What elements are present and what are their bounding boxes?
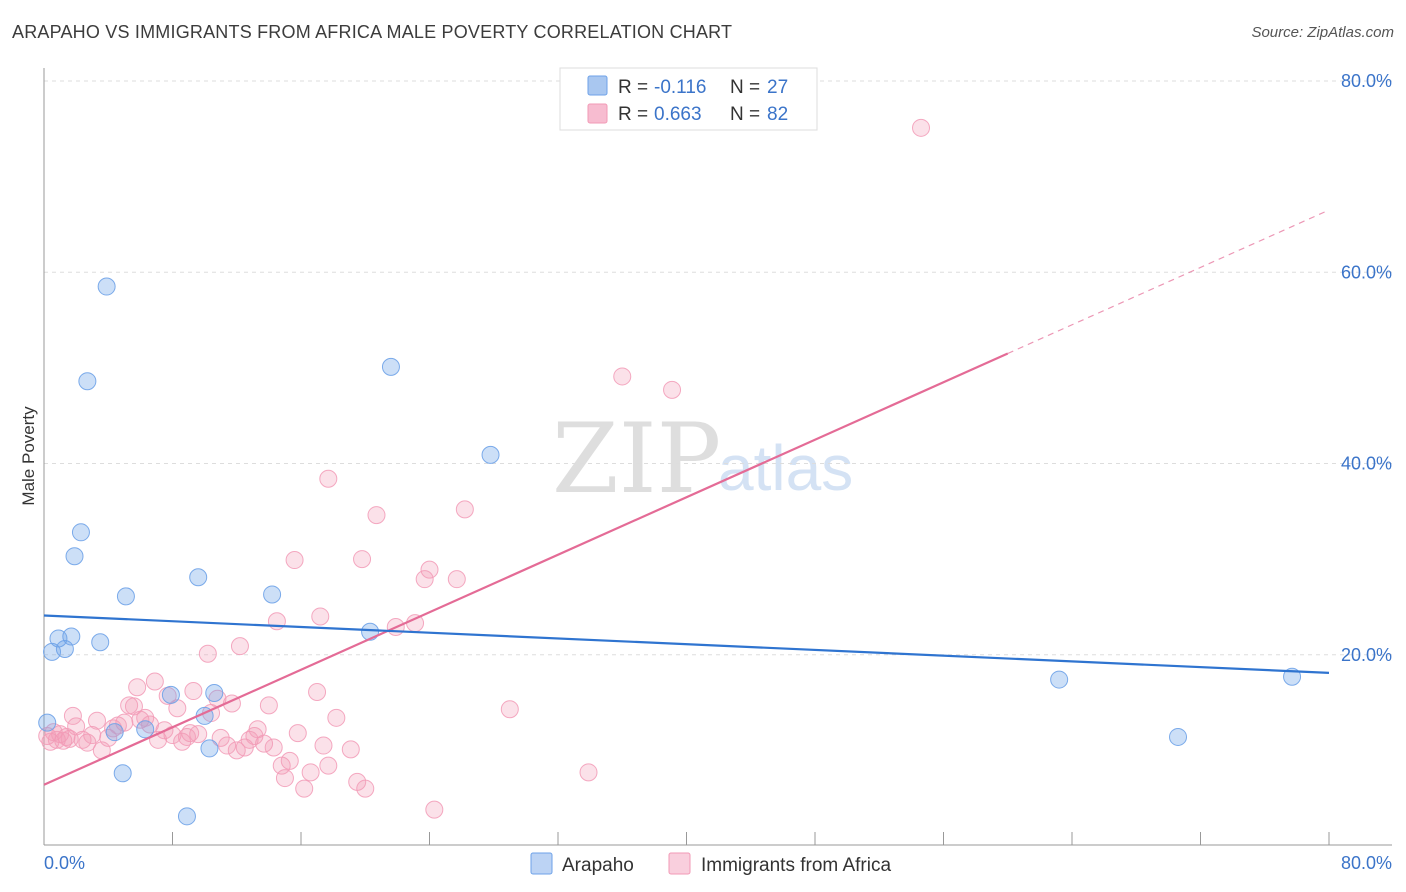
y-tick-label-40: 40.0% [1341,454,1392,474]
africa-point-68 [356,779,375,798]
africa-point-73 [420,560,439,579]
legend-n-label-arapaho: N = [730,77,760,98]
y-axis-label: Male Poverty [19,406,38,506]
africa-point-54 [280,751,299,770]
chart-title: ARAPAHO VS IMMIGRANTS FROM AFRICA MALE P… [12,22,733,42]
arapaho-point-11 [113,764,132,783]
arapaho-point-12 [116,587,135,606]
africa-point-10 [73,730,92,749]
legend-n-value-arapaho: 27 [767,77,788,98]
x-tick-label-max: 80.0% [1341,853,1392,873]
y-tick-label-80: 80.0% [1341,71,1392,91]
africa-point-60 [311,607,330,626]
legend-n-label-africa: N = [730,104,760,125]
africa-point-62 [319,756,338,775]
africa-point-55 [288,724,307,743]
legend-r-value-africa: 0.663 [654,104,702,125]
africa-point-59 [308,683,327,701]
africa-point-63 [319,469,338,488]
x-axis-ticks [172,832,1330,845]
arapaho-point-14 [161,685,180,704]
africa-point-50 [264,738,283,757]
gridlines [44,80,1392,656]
watermark: ZIP atlas [552,403,853,515]
legend-swatch-africa [587,103,608,124]
arapaho-point-23 [481,445,500,464]
arapaho-point-13 [136,720,155,739]
legend-swatch-arapaho [587,75,608,96]
correlation-legend: R = -0.116 N = 27 R = 0.663 N = 82 [559,67,818,131]
series-legend: Arapaho Immigrants from Africa [530,852,891,876]
legend-n-value-africa: 82 [767,104,788,125]
watermark-zip: ZIP [552,403,721,515]
africa-point-48 [255,734,274,753]
africa-point-72 [415,570,434,589]
arapaho-point-16 [189,568,208,587]
africa-point-36 [198,644,217,663]
africa-point-56 [285,551,304,570]
arapaho-point-25 [1169,727,1188,746]
africa-point-40 [218,736,237,755]
africa-point-75 [447,570,466,589]
africa-point-13 [88,711,107,730]
africa-point-81 [912,118,931,137]
africa-point-35 [189,725,208,744]
y-tick-labels: 20.0% 40.0% 60.0% 80.0% [1341,71,1392,665]
arapaho-point-8 [91,633,110,652]
x-tick-label-min: 0.0% [44,853,85,873]
arapaho-point-18 [200,739,219,758]
arapaho-point-19 [205,683,224,702]
arapaho-point-4 [62,627,81,646]
africa-point-65 [341,740,360,759]
y-tick-label-20: 20.0% [1341,645,1392,665]
africa-point-61 [314,736,333,755]
africa-point-34 [184,682,203,701]
arapaho-point-20 [263,585,282,604]
africa-point-74 [425,800,444,819]
legend-r-label-africa: R = [618,104,648,125]
africa-point-69 [367,506,386,525]
africa-point-78 [579,763,598,782]
arapaho-point-5 [65,547,84,566]
bottom-legend-label-arapaho: Arapaho [562,855,634,876]
arapaho-point-10 [105,723,124,742]
arapaho-point-9 [97,277,116,296]
source-label: Source: ZipAtlas.com [1251,24,1394,41]
series-immigrants-from-africa-points [38,118,931,819]
africa-point-57 [295,779,314,798]
y-tick-label-60: 60.0% [1341,262,1392,282]
africa-point-67 [353,550,372,569]
arapaho-point-22 [381,357,400,376]
arapaho-point-24 [1050,670,1069,689]
africa-point-49 [259,696,278,715]
arapaho-point-6 [71,523,90,542]
watermark-atlas: atlas [718,432,853,504]
arapaho-point-0 [38,713,57,732]
africa-point-39 [211,728,230,747]
arapaho-trend-line [43,614,1330,674]
africa-point-76 [455,500,474,519]
africa-trend-extension [1007,209,1330,355]
legend-r-label-arapaho: R = [618,77,648,98]
trend-lines [43,209,1330,786]
africa-point-53 [275,769,294,788]
africa-point-79 [613,367,632,386]
bottom-legend-swatch-arapaho [530,852,553,875]
bottom-legend-label-africa: Immigrants from Africa [701,855,891,876]
arapaho-point-15 [177,807,196,826]
africa-point-64 [327,708,346,727]
africa-point-77 [500,700,519,719]
africa-point-21 [128,678,147,697]
bottom-legend-swatch-africa [668,852,691,875]
africa-trend-line [43,352,1009,786]
series-arapaho-points [38,277,1302,826]
africa-point-25 [145,672,164,691]
africa-point-8 [63,706,82,725]
africa-point-43 [230,637,249,656]
africa-point-80 [663,380,682,399]
africa-point-58 [301,763,320,782]
legend-r-value-arapaho: -0.116 [654,77,706,98]
arapaho-point-7 [78,372,97,391]
